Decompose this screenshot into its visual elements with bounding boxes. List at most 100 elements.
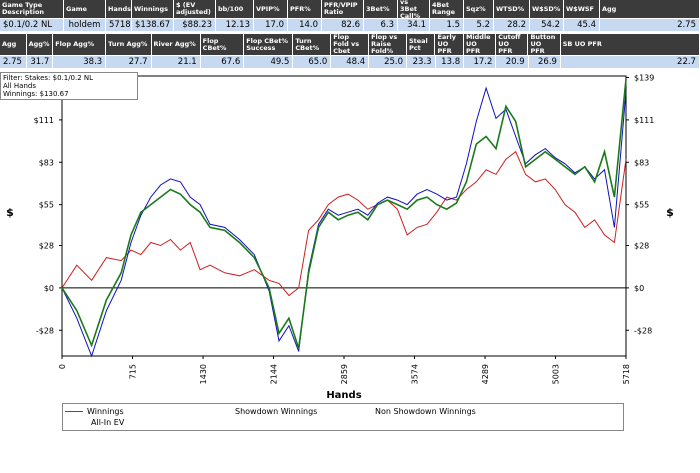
stat-header-13[interactable]: Cutoff UO PFR (496, 34, 529, 56)
series-line-non-showdown-winnings (61, 150, 627, 297)
legend-item-showdown: Showdown Winnings (235, 407, 317, 416)
stat-value-3: $138.67 (132, 19, 174, 32)
stat-header-2[interactable]: Flop Agg% (53, 34, 107, 56)
series-line-all-in-ev (61, 86, 627, 358)
stat-value-10: 23.3 (407, 56, 436, 69)
series-line-winnings (61, 78, 627, 349)
stat-value-2: 38.3 (53, 56, 107, 69)
xtick-label-0: 0 (58, 364, 67, 369)
stat-value-14: 54.2 (530, 19, 564, 32)
filter-winnings: Winnings: $130.67 (3, 90, 69, 98)
stat-value-11: 13.8 (435, 56, 465, 69)
stat-value-6: 17.0 (254, 19, 288, 32)
stat-header-4[interactable]: River Agg% (151, 34, 201, 56)
stat-header-8[interactable]: Flop Fold vs Cbet (331, 34, 370, 56)
stat-header-7[interactable]: PFR% (288, 0, 322, 19)
stat-value-7: 65.0 (293, 56, 332, 69)
stat-header-14[interactable]: Button UO PFR (528, 34, 561, 56)
stat-value-2: 5718 (106, 19, 132, 32)
stat-value-8: 82.6 (322, 19, 364, 32)
legend-label-winnings: Winnings (87, 407, 124, 416)
stat-value-9: 6.3 (364, 19, 398, 32)
stat-header-6[interactable]: Flop CBet% Success (244, 34, 294, 56)
xtick-label-2: 1430 (199, 364, 208, 384)
xtick-label-1: 715 (129, 364, 138, 379)
stats-header-row-2: Agg Agg% Flop Agg% Turn Agg% River Agg% Flop … (0, 34, 700, 56)
stat-header-9[interactable]: Flop vs Raise Fold% (369, 34, 407, 56)
stat-value-6: 49.5 (244, 56, 294, 69)
xtick-label-3: 2144 (269, 364, 278, 384)
y-axis-label-left: $ (6, 206, 14, 219)
filter-text: Filter: Stakes: $0.1/0.2 NL (3, 74, 94, 82)
ytick-label-right-6: $139 (634, 74, 654, 83)
legend-item-allin: All-In EV (91, 418, 124, 427)
stat-header-7[interactable]: Turn CBet% (293, 34, 332, 56)
stat-header-11[interactable]: 4Bet Range (430, 0, 464, 19)
ytick-label-left-1: $0 (44, 284, 54, 293)
stat-header-3[interactable]: Winnings (132, 0, 174, 19)
ytick-label-left-4: $83 (39, 158, 54, 167)
xtick-label-7: 5003 (551, 364, 560, 384)
stat-header-12[interactable]: Sqz% (464, 0, 494, 19)
ytick-label-right-1: $0 (634, 284, 644, 293)
stat-header-1[interactable]: Agg% (26, 34, 54, 56)
stat-header-3[interactable]: Turn Agg% (106, 34, 152, 56)
stat-header-5[interactable]: bb/100 (216, 0, 254, 19)
legend-swatch-winnings (65, 411, 83, 412)
stat-value-13: 20.9 (496, 56, 529, 69)
ytick-label-left-0: -$28 (36, 326, 54, 335)
ytick-label-right-4: $83 (634, 158, 649, 167)
stat-value-0: 2.75 (0, 56, 27, 69)
stat-header-0[interactable]: Game Type Description (0, 0, 64, 19)
xtick-label-8: 5718 (622, 364, 631, 384)
stat-value-0: $0.1/0.2 NL (0, 19, 64, 32)
stat-value-5: 12.13 (216, 19, 254, 32)
stats-value-row-2: 2.75 31.7 38.3 27.7 21.1 67.6 49.5 65.0 48.4 25.0… (0, 56, 700, 69)
stat-header-12[interactable]: Middle UO PFR (463, 34, 497, 56)
stats-header-row-1: Game Type Description Game Hands Winnings $ … (0, 0, 700, 19)
stat-value-12: 17.2 (464, 56, 497, 69)
stat-value-13: 28.2 (494, 19, 530, 32)
stat-value-10: 34.1 (398, 19, 430, 32)
stat-header-14[interactable]: W$SD% (530, 0, 564, 19)
stat-header-8[interactable]: PFR/VPIP Ratio (322, 0, 364, 19)
stat-value-15: 22.7 (560, 56, 700, 69)
x-axis-label: Hands (326, 390, 361, 401)
filter-hands: All Hands (3, 82, 36, 90)
plot-area (61, 75, 627, 357)
stat-header-13[interactable]: WTSD% (494, 0, 530, 19)
legend-item-winnings: Winnings (65, 407, 124, 416)
stat-header-11[interactable]: Early UO PFR (435, 34, 464, 56)
xtick-label-6: 4289 (481, 364, 490, 384)
stat-header-9[interactable]: 3Bet% (364, 0, 398, 19)
stat-header-1[interactable]: Game (64, 0, 106, 19)
stat-value-15: 45.4 (564, 19, 600, 32)
legend-item-nonshowdown: Non Showdown Winnings (375, 407, 476, 416)
stat-value-4: $88.23 (174, 19, 216, 32)
ytick-label-right-0: -$28 (634, 326, 652, 335)
xtick-label-5: 3574 (411, 364, 420, 384)
xtick-label-4: 2859 (340, 364, 349, 384)
stat-header-15[interactable]: W$WSF (564, 0, 600, 19)
ytick-label-right-5: $111 (634, 116, 654, 125)
stats-value-row-1: $0.1/0.2 NL holdem 5718 $138.67 $88.23 12.13 1… (0, 19, 700, 32)
stat-header-6[interactable]: VPIP% (254, 0, 288, 19)
stat-value-5: 67.6 (200, 56, 245, 69)
legend-label-allin: All-In EV (91, 418, 125, 427)
stat-value-11: 1.5 (430, 19, 464, 32)
stat-header-10[interactable]: vs 3Bet Call% (398, 0, 430, 19)
stat-value-8: 48.4 (331, 56, 370, 69)
stat-header-2[interactable]: Hands (106, 0, 132, 19)
stat-header-0[interactable]: Agg (0, 34, 27, 56)
ytick-label-left-3: $55 (39, 201, 54, 210)
stat-header-4[interactable]: $ (EV adjusted) (174, 0, 216, 19)
ytick-label-right-2: $28 (634, 242, 649, 251)
stat-value-3: 27.7 (106, 56, 152, 69)
ytick-label-right-3: $55 (634, 201, 649, 210)
stat-value-1: holdem (64, 19, 106, 32)
stat-header-5[interactable]: Flop CBet% (200, 34, 245, 56)
ytick-label-left-2: $28 (39, 242, 54, 251)
ytick-label-left-5: $111 (34, 116, 54, 125)
stat-header-10[interactable]: Steal Pct (406, 34, 436, 56)
